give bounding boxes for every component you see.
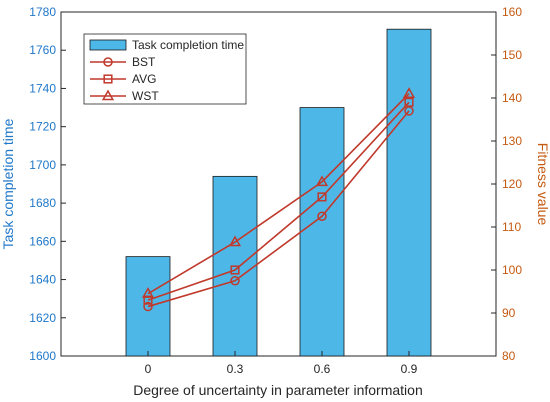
point-bst-1	[230, 276, 240, 286]
x-tick-label-2: 0.6	[314, 362, 331, 376]
y-right-tick-label-0: 80	[502, 349, 516, 363]
point-avg-0	[143, 295, 153, 305]
x-tick-label-3: 0.9	[401, 362, 418, 376]
point-wst-3	[402, 87, 416, 98]
bar-3	[386, 28, 432, 357]
point-bst-2	[317, 211, 327, 221]
y-left-tick-label-0: 1600	[29, 349, 56, 363]
line-bst	[147, 110, 410, 308]
x-axis-label: Degree of uncertainty in parameter infor…	[133, 382, 422, 398]
y-left-tick-label-3: 1660	[29, 234, 56, 248]
legend: Task completion time BST AVG WST	[83, 33, 247, 105]
legend-marker-bst	[103, 57, 113, 67]
legend-label-task-completion-time: Task completion time	[132, 38, 244, 52]
y-left-tick-label-6: 1720	[29, 120, 56, 134]
point-avg-2	[317, 192, 327, 202]
line-wst	[147, 93, 410, 295]
legend-bar-swatch	[89, 39, 127, 51]
x-tick-label-1: 0.3	[227, 362, 244, 376]
point-avg-3	[404, 97, 414, 107]
y-right-label: Fitness value	[535, 143, 550, 226]
legend-label-bst: BST	[132, 55, 156, 69]
legend-marker-wst	[101, 89, 115, 101]
point-bst-0	[143, 301, 153, 312]
point-wst-2	[315, 175, 329, 187]
y-right-tick-label-2: 100	[502, 263, 522, 277]
y-right-tick-label-4: 120	[502, 177, 522, 191]
y-right-tick-label-6: 140	[502, 91, 522, 105]
y-left-tick-label-4: 1680	[29, 196, 56, 210]
point-bst-3	[404, 106, 414, 116]
point-wst-1	[228, 235, 242, 247]
y-left-label: Task completion time	[0, 118, 16, 249]
line-avg	[147, 101, 410, 301]
y-left-tick-label-7: 1740	[29, 81, 56, 95]
y-right-tick-label-5: 130	[502, 134, 522, 148]
point-avg-1	[230, 265, 240, 275]
y-right-tick-label-7: 150	[502, 48, 522, 62]
y-left-tick-label-5: 1700	[29, 158, 56, 172]
legend-label-avg: AVG	[132, 72, 156, 86]
y-right-tick-label-8: 160	[502, 5, 522, 19]
legend-marker-avg	[103, 74, 113, 84]
y-left-tick-label-8: 1760	[29, 43, 56, 57]
bar-2	[299, 107, 345, 357]
point-wst-0	[141, 287, 155, 298]
y-left-tick-label-9: 1780	[29, 5, 56, 19]
y-right-tick-label-3: 110	[502, 220, 521, 234]
y-left-tick-label-2: 1640	[29, 273, 56, 287]
y-left-tick-label-1: 1620	[29, 311, 56, 325]
legend-label-wst: WST	[132, 89, 159, 103]
x-tick-label-0: 0	[145, 362, 152, 376]
y-right-tick-label-1: 90	[502, 306, 516, 320]
